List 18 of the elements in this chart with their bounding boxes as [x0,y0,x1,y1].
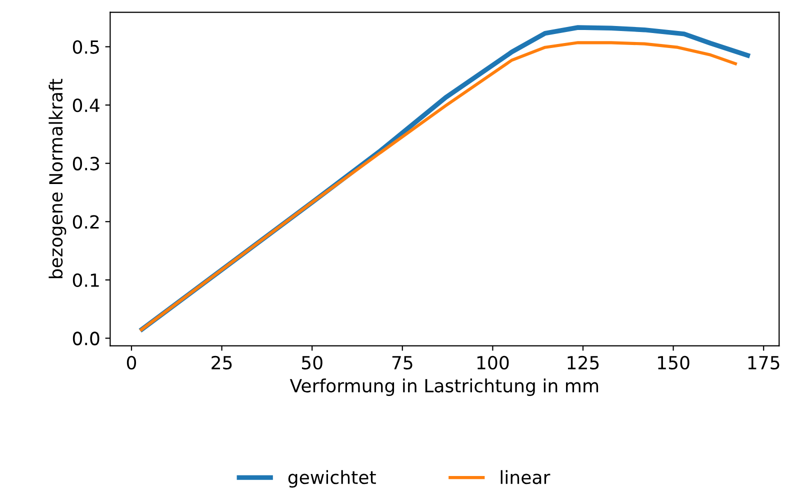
y-tick-label: 0.5 [72,40,99,54]
legend-label: linear [500,470,550,484]
y-tick-label: 0.2 [72,215,99,229]
x-axis-title: Verformung in Lastrichtung in mm [290,378,598,396]
y-tick-label: 0.3 [72,156,100,170]
x-tick-label: 75 [392,356,412,370]
legend-label: gewichtet [288,470,376,488]
y-tick-label: 0.0 [72,332,100,346]
y-tick-label: 0.4 [72,98,100,112]
x-tick-label: 175 [748,356,780,370]
x-tick-label: 100 [477,356,509,370]
y-axis-title: bezogene Normalkraft [48,78,66,278]
x-tick-label: 125 [568,356,599,370]
x-tick-label: 50 [302,356,322,370]
y-tick-label: 0.1 [72,273,99,288]
x-tick-label: 150 [658,356,690,370]
x-tick-label: 25 [212,356,232,370]
x-tick-label: 0 [126,356,136,370]
